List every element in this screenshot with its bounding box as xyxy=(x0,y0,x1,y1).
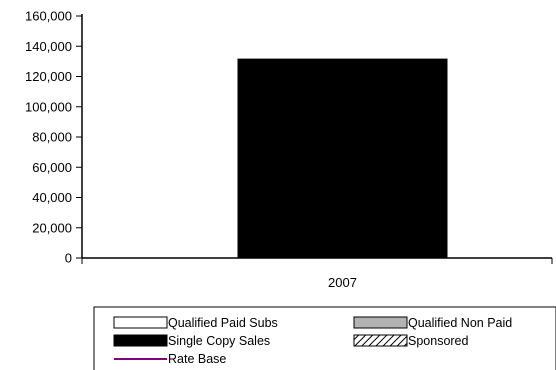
y-tick-label: 120,000 xyxy=(25,69,72,84)
y-tick-label: 40,000 xyxy=(32,190,72,205)
legend-swatch-sponsored xyxy=(353,334,408,347)
y-tick-label: 20,000 xyxy=(32,220,72,235)
y-tick-label: 60,000 xyxy=(32,160,72,175)
x-tick-labels: 2007 xyxy=(328,275,357,290)
y-tick-label: 0 xyxy=(65,251,72,266)
y-tick-label: 100,000 xyxy=(25,99,72,114)
y-tick-label: 160,000 xyxy=(25,9,72,24)
legend-swatch-qualified-paid-subs xyxy=(113,316,168,329)
legend-label-qualified-non-paid: Qualified Non Paid xyxy=(408,316,512,330)
bar-single-copy-sales xyxy=(237,58,448,259)
legend: Qualified Paid Subs Qualified Non Paid Sin… xyxy=(93,306,556,370)
x-axis xyxy=(81,257,553,264)
legend-label-sponsored: Sponsored xyxy=(408,334,469,348)
x-tick-label: 2007 xyxy=(328,275,357,290)
legend-swatch-qualified-non-paid xyxy=(353,316,408,329)
y-tick-label: 80,000 xyxy=(32,130,72,145)
legend-box xyxy=(93,306,556,370)
legend-label-qualified-paid-subs: Qualified Paid Subs xyxy=(168,316,278,330)
legend-label-single-copy-sales: Single Copy Sales xyxy=(168,334,270,348)
y-tick-labels: 0 20,000 40,000 60,000 80,000 100,000 120,000 1… xyxy=(25,9,82,266)
legend-label-rate-base: Rate Base xyxy=(168,352,226,366)
legend-swatch-single-copy-sales xyxy=(113,334,168,347)
bars xyxy=(237,58,448,259)
y-tick-label: 140,000 xyxy=(25,39,72,54)
